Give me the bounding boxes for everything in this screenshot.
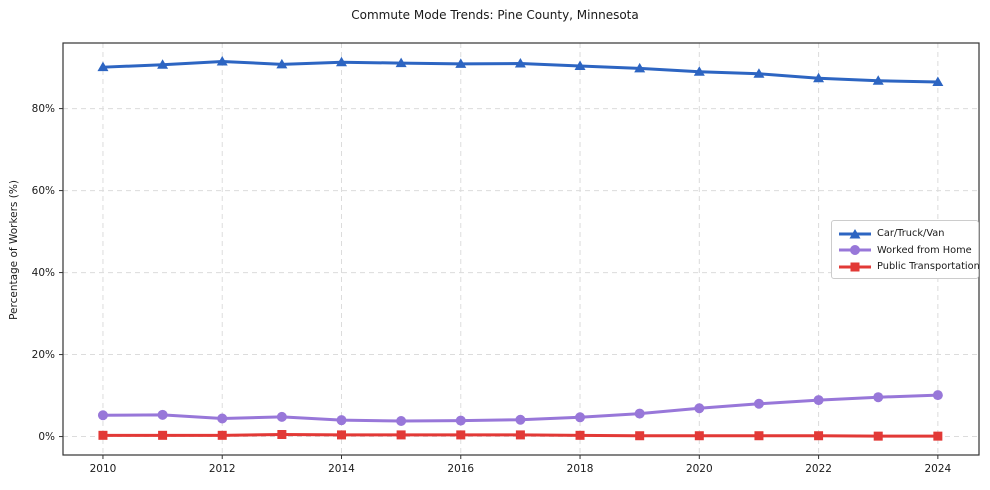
legend-circle-marker-icon: [839, 245, 871, 255]
x-tick-label: 2024: [924, 463, 951, 475]
data-point-square-marker: [873, 431, 883, 441]
data-point-circle-marker: [276, 411, 287, 422]
data-point-square-marker: [754, 431, 764, 441]
data-point-square-marker: [158, 430, 168, 440]
data-point-circle-marker: [873, 392, 884, 403]
x-tick-label: 2010: [90, 463, 117, 475]
data-point-square-marker: [456, 430, 466, 440]
data-point-triangle-marker: [276, 58, 288, 69]
data-point-triangle-marker: [455, 58, 467, 68]
data-point-square-marker: [515, 430, 525, 440]
data-point-square-marker: [98, 430, 108, 440]
legend-label: Worked from Home: [877, 244, 972, 256]
plot-border: [62, 42, 980, 456]
data-point-circle-marker: [753, 398, 764, 409]
data-point-triangle-marker: [872, 75, 884, 85]
data-point-square-marker: [814, 431, 824, 441]
data-point-square-marker: [277, 430, 287, 440]
legend-label: Car/Truck/Van: [877, 228, 945, 239]
data-point-circle-marker: [157, 409, 168, 420]
x-tick-label: 2014: [328, 463, 355, 475]
data-point-triangle-marker: [813, 72, 825, 83]
data-point-circle-marker: [813, 395, 824, 406]
data-point-square-marker: [575, 430, 585, 440]
y-tick-label: 60%: [32, 185, 55, 197]
data-point-circle-marker: [932, 390, 943, 401]
data-point-circle-marker: [455, 415, 466, 426]
data-point-square-marker: [336, 430, 346, 440]
data-point-circle-marker: [694, 403, 705, 414]
data-point-square-marker: [694, 431, 704, 441]
y-tick-label: 0%: [38, 431, 55, 443]
data-point-triangle-marker: [395, 57, 407, 68]
data-point-triangle-marker: [335, 56, 347, 67]
data-point-triangle-marker: [157, 59, 169, 69]
data-point-triangle-marker: [216, 55, 228, 66]
data-point-triangle-marker: [514, 57, 526, 68]
data-point-circle-marker: [515, 414, 526, 425]
data-point-circle-marker: [97, 410, 108, 421]
legend-item: Worked from Home: [838, 243, 972, 258]
data-point-circle-marker: [396, 415, 407, 426]
data-point-square-marker: [396, 430, 406, 440]
data-point-square-marker: [933, 431, 943, 441]
data-point-triangle-marker: [574, 60, 586, 70]
y-tick-label: 40%: [32, 267, 55, 279]
data-point-triangle-marker: [753, 68, 765, 78]
data-point-square-marker: [635, 431, 645, 441]
data-point-triangle-marker: [634, 62, 646, 73]
data-point-triangle-marker: [932, 76, 944, 86]
data-point-circle-marker: [336, 415, 347, 426]
x-tick-label: 2016: [447, 463, 474, 475]
legend-item: Public Transportation: [838, 259, 980, 274]
data-point-triangle-marker: [693, 66, 705, 76]
legend: Car/Truck/Van Worked from Home Public Tran…: [831, 220, 980, 279]
x-tick-label: 2012: [209, 463, 236, 475]
x-tick-label: 2020: [686, 463, 713, 475]
legend-label: Public Transportation: [877, 261, 980, 272]
data-point-circle-marker: [634, 408, 645, 419]
x-tick-label: 2018: [567, 463, 594, 475]
data-point-circle-marker: [217, 413, 228, 424]
legend-square-marker-icon: [839, 262, 871, 271]
y-tick-label: 20%: [32, 349, 55, 361]
x-tick-label: 2022: [805, 463, 832, 475]
data-point-square-marker: [217, 430, 227, 440]
chart-title: Commute Mode Trends: Pine County, Minnes…: [351, 8, 639, 22]
legend-triangle-marker-icon: [839, 228, 871, 238]
data-point-triangle-marker: [97, 61, 109, 72]
y-tick-label: 80%: [32, 103, 55, 115]
data-point-circle-marker: [575, 412, 586, 423]
legend-item: Car/Truck/Van: [838, 226, 972, 241]
